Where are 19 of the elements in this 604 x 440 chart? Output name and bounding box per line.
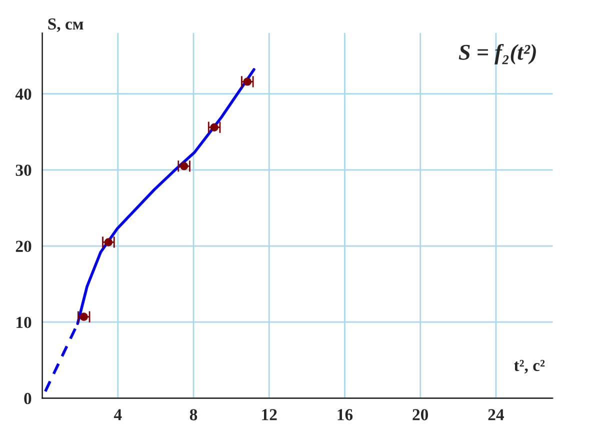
y-tick-label: 30 xyxy=(16,164,32,176)
y-tick-label: 0 xyxy=(24,392,32,404)
y-axis-title: S, см xyxy=(48,18,84,32)
point xyxy=(180,162,188,170)
y-tick-label: 20 xyxy=(16,240,32,252)
x-tick-label: 4 xyxy=(114,409,122,420)
x-tick-label: 24 xyxy=(488,409,504,420)
y-tick-label: 40 xyxy=(15,88,32,100)
y-tick-label: 10 xyxy=(16,316,32,328)
x-tick-label: 12 xyxy=(262,409,277,420)
x-tick-label: 16 xyxy=(338,409,353,420)
point xyxy=(243,78,252,86)
point xyxy=(104,238,113,246)
x-tick-label: 20 xyxy=(412,409,428,420)
x-axis-title: t², с² xyxy=(514,360,545,374)
x-tick-label: 8 xyxy=(190,409,198,420)
point xyxy=(210,123,218,132)
chart-title: S = f₂(t²) xyxy=(458,44,536,64)
point xyxy=(80,312,88,321)
